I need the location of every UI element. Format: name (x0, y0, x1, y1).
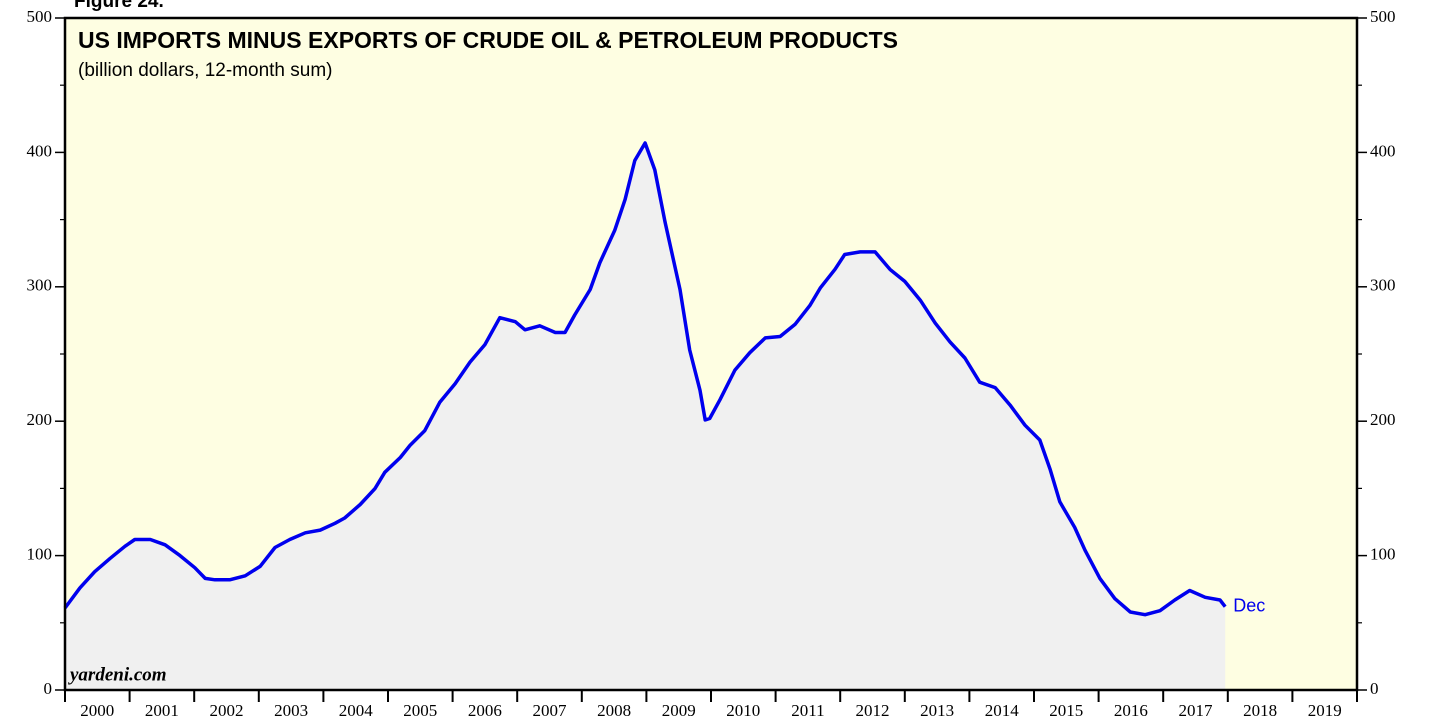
y2-tick-label: 200 (1370, 410, 1396, 429)
x-tick-label: 2010 (726, 701, 760, 720)
y2-tick-label: 0 (1370, 679, 1379, 698)
y2-tick-label: 100 (1370, 545, 1396, 564)
area (65, 143, 1226, 690)
x-tick-label: 2011 (791, 701, 824, 720)
x-tick-label: 2008 (597, 701, 631, 720)
x-tick-label: 2005 (403, 701, 437, 720)
x-tick-label: 2015 (1049, 701, 1083, 720)
y-tick-label: 300 (27, 276, 53, 295)
y2-tick-label: 300 (1370, 276, 1396, 295)
x-tick-label: 2009 (662, 701, 696, 720)
y-tick-label: 0 (44, 679, 53, 698)
y-tick-label: 100 (27, 545, 53, 564)
y2-tick-label: 500 (1370, 7, 1396, 26)
x-tick-label: 2014 (985, 701, 1020, 720)
x-tick-label: 2012 (856, 701, 890, 720)
x-tick-label: 2007 (533, 701, 568, 720)
chart-title: US IMPORTS MINUS EXPORTS OF CRUDE OIL & … (78, 27, 898, 53)
x-tick-label: 2003 (274, 701, 308, 720)
x-tick-label: 2000 (80, 701, 114, 720)
chart-subtitle: (billion dollars, 12-month sum) (78, 60, 333, 81)
x-tick-label: 2006 (468, 701, 502, 720)
x-tick-label: 2002 (210, 701, 244, 720)
y-tick-label: 500 (27, 7, 53, 26)
x-tick-label: 2013 (920, 701, 954, 720)
x-tick-label: 2001 (145, 701, 179, 720)
line (63, 141, 1227, 617)
x-tick-label: 2016 (1114, 701, 1148, 720)
y-tick-label: 400 (27, 141, 53, 160)
figure-label: Figure 24. (74, 0, 164, 12)
x-tick-label: 2004 (339, 701, 374, 720)
source: yardeni.com (68, 664, 167, 685)
x-tick-label: 2017 (1179, 701, 1214, 720)
annotation: Dec (1233, 595, 1265, 615)
x-tick-label: 2018 (1243, 701, 1277, 720)
x-tick-label: 2019 (1308, 701, 1342, 720)
y2-tick-label: 400 (1370, 141, 1396, 160)
y-tick-label: 200 (27, 410, 53, 429)
